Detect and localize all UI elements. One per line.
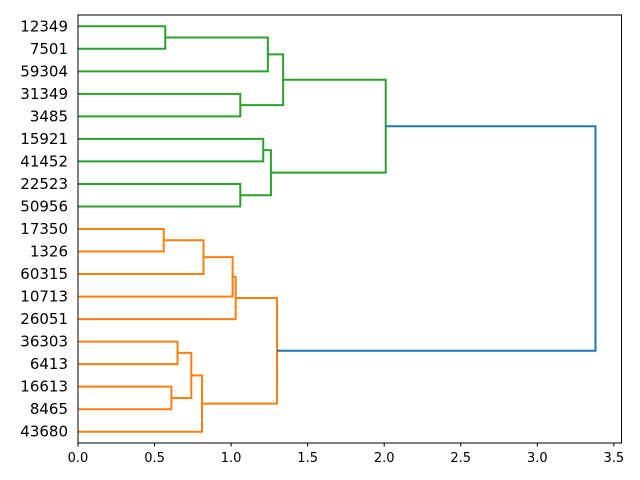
leaf-label: 31349 <box>20 85 68 103</box>
leaf-label: 16613 <box>20 378 68 396</box>
dendrogram-link-g4 <box>240 53 285 107</box>
dendrogram-link-g5 <box>78 137 265 163</box>
dendrogram-link-g1 <box>78 25 167 50</box>
dendrogram-link-o5 <box>78 340 179 366</box>
leaf-label: 8465 <box>30 400 68 418</box>
dendrogram-link-g8 <box>270 78 387 174</box>
leaf-label: 26051 <box>20 310 68 328</box>
x-tick-label: 3.5 <box>604 451 625 466</box>
leaf-label: 17350 <box>20 220 68 238</box>
x-tick-label: 3.0 <box>527 451 548 466</box>
leaf-label: 7501 <box>30 40 68 58</box>
dendrogram-link-g2 <box>78 36 269 73</box>
x-tick-label: 1.5 <box>297 451 318 466</box>
leaf-label: 12349 <box>20 17 68 35</box>
leaf-label: 10713 <box>20 288 68 306</box>
leaf-label: 50956 <box>20 197 68 215</box>
leaf-label: 6413 <box>30 355 68 373</box>
leaf-label: 3485 <box>30 107 68 125</box>
x-tick-label: 1.0 <box>221 451 242 466</box>
dendrogram-link-root <box>277 125 597 352</box>
dendrogram-link-o3 <box>78 256 234 298</box>
dendrogram-link-g6 <box>78 182 242 208</box>
dendrogram-link-o6 <box>78 385 173 411</box>
leaf-label: 36303 <box>20 333 68 351</box>
dendrogram-link-g3 <box>78 92 242 118</box>
x-tick-label: 2.0 <box>374 451 395 466</box>
dendrogram-link-o9 <box>202 296 279 405</box>
leaf-label: 22523 <box>20 175 68 193</box>
leaf-label: 1326 <box>30 243 68 261</box>
leaf-label: 41452 <box>20 152 68 170</box>
dendrogram-link-o7 <box>171 351 193 399</box>
dendrogram-link-o2 <box>78 239 205 276</box>
x-tick-label: 0.0 <box>68 451 89 466</box>
x-tick-label: 0.5 <box>144 451 165 466</box>
leaf-label: 15921 <box>20 130 68 148</box>
leaf-label: 60315 <box>20 265 68 283</box>
leaf-label: 59304 <box>20 62 68 80</box>
leaf-label: 43680 <box>20 423 68 441</box>
dendrogram-link-o4 <box>78 275 237 321</box>
dendrogram-link-g7 <box>240 149 272 197</box>
dendrogram-link-o1 <box>78 228 165 253</box>
x-tick-label: 2.5 <box>450 451 471 466</box>
axes-border <box>77 14 622 444</box>
dendrogram-link-o8 <box>78 374 204 433</box>
